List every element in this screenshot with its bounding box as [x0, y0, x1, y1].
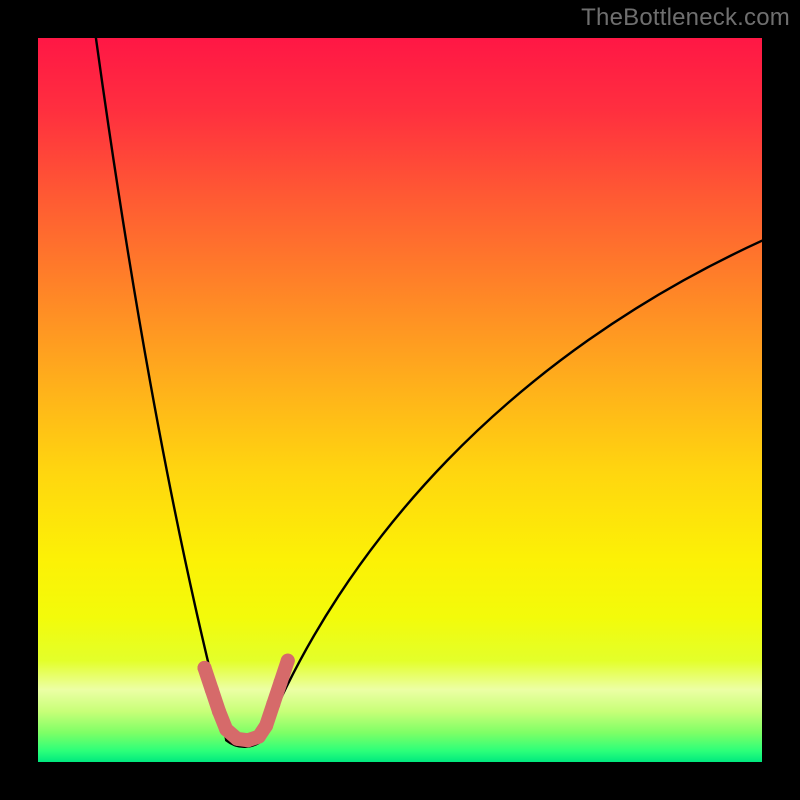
valley-marker-dot [198, 661, 212, 675]
valley-marker-dot [281, 654, 295, 668]
valley-marker-dot [212, 704, 226, 718]
bottleneck-curve [38, 38, 762, 762]
watermark-text: TheBottleneck.com [581, 4, 790, 32]
valley-marker-dot [205, 683, 219, 697]
figure-root: TheBottleneck.com [0, 0, 800, 800]
curve-path [96, 38, 762, 747]
valley-marker-dot [266, 697, 280, 711]
plot-area [38, 38, 762, 762]
valley-marker-dot [219, 722, 233, 736]
valley-marker-dot [259, 719, 273, 733]
valley-marker-dot [274, 675, 288, 689]
